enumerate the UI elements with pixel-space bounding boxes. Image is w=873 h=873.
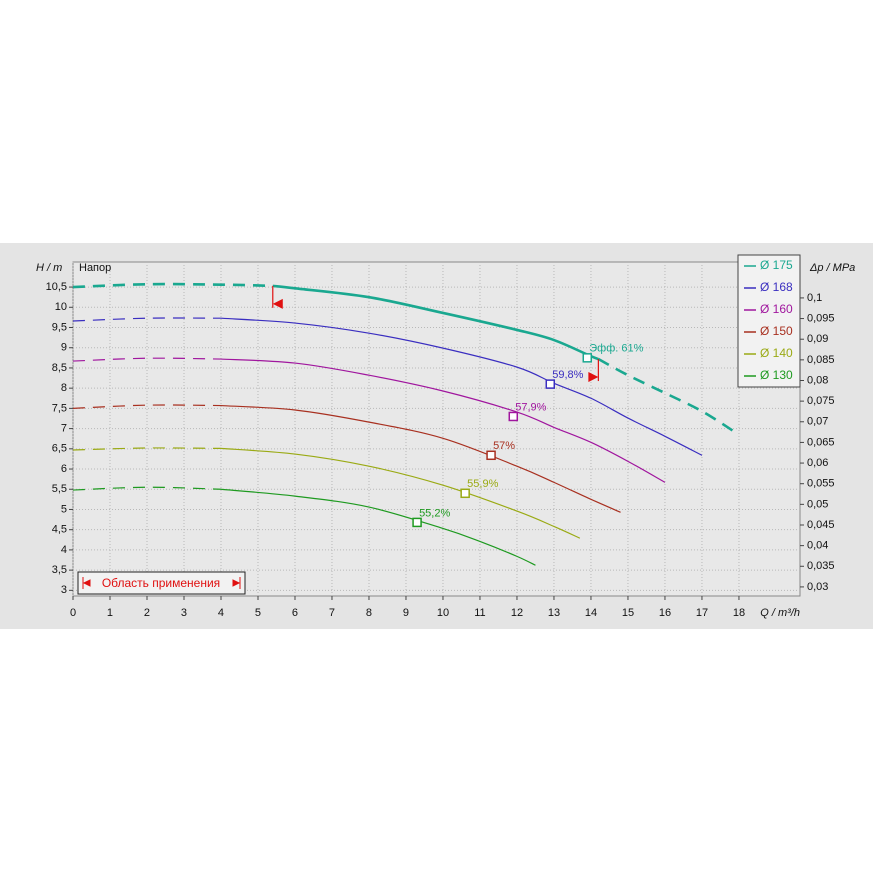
y-tick-label: 4 [61, 544, 67, 556]
x-tick-label: 7 [329, 607, 335, 619]
y-tick-label: 10 [55, 301, 67, 313]
y-caption: Напор [79, 262, 111, 274]
y2-tick-label: 0,065 [807, 436, 835, 448]
y2-tick-label: 0,06 [807, 457, 828, 469]
y-tick-label: 6,5 [52, 443, 67, 455]
curve-dashed [72, 486, 222, 491]
y2-tick-label: 0,085 [807, 354, 835, 366]
curve-dashed [72, 282, 273, 289]
y-tick-label: 6 [61, 463, 67, 475]
y-tick-label: 4,5 [52, 524, 67, 536]
x-tick-label: 4 [218, 607, 224, 619]
range-box [77, 571, 246, 595]
y-tick-label: 7,5 [52, 402, 67, 414]
x-tick-label: 16 [659, 607, 671, 619]
y-tick-label: 10,5 [46, 281, 67, 293]
bep-marker [412, 517, 422, 528]
x-tick-label: 5 [255, 607, 261, 619]
range-arrow [588, 372, 599, 383]
bep-label: 55,2% [419, 507, 450, 519]
x-tick-label: 14 [585, 607, 597, 619]
curve [220, 358, 666, 483]
y-tick-label: 7 [61, 423, 67, 435]
range-arrows [82, 577, 241, 589]
curve [220, 404, 621, 513]
x-tick-label: 15 [622, 607, 634, 619]
curve [220, 447, 581, 539]
x-tick-label: 18 [733, 607, 745, 619]
x-tick-label: 11 [474, 607, 485, 619]
legend-label: Ø 140 [760, 346, 793, 360]
y2-tick-label: 0,075 [807, 395, 835, 407]
y-tick-label: 8 [61, 382, 67, 394]
bep-marker [545, 379, 556, 389]
y-axis-title: H / m [36, 262, 62, 274]
range-arrow [272, 298, 283, 309]
y2-tick-label: 0,1 [807, 292, 822, 304]
legend-label: Ø 168 [760, 280, 793, 294]
legend [737, 254, 801, 388]
y-tick-label: 9,5 [52, 321, 67, 333]
bep-label: Эфф. 61% [589, 343, 643, 355]
curve-dashed [72, 404, 221, 409]
bep-marker [582, 353, 593, 363]
y-tick-label: 5 [61, 503, 67, 515]
bep-marker [460, 488, 470, 499]
x-tick-label: 6 [292, 607, 298, 619]
y2-tick-label: 0,035 [807, 560, 835, 572]
x-tick-label: 0 [70, 607, 76, 619]
y-tick-label: 5,5 [52, 483, 67, 495]
bep-label: 57% [493, 440, 515, 452]
y2-tick-label: 0,08 [807, 374, 828, 386]
y2-tick-label: 0,09 [807, 333, 828, 345]
y-tick-label: 8,5 [52, 362, 67, 374]
bep-marker [508, 411, 519, 422]
y-tick-label: 3,5 [52, 564, 67, 576]
y2-tick-label: 0,055 [807, 478, 835, 490]
legend-label: Ø 160 [760, 302, 793, 316]
curve [220, 317, 703, 456]
curve-dashed [597, 357, 736, 434]
curve [220, 488, 536, 566]
bep-marker [486, 450, 496, 461]
y-tick-label: 9 [61, 342, 67, 354]
x-tick-label: 17 [696, 607, 708, 619]
legend-label: Ø 175 [760, 258, 793, 272]
bep-label: 57,9% [515, 401, 546, 413]
x-tick-label: 1 [107, 607, 113, 619]
y-tick-label: 3 [61, 584, 67, 596]
x-tick-label: 2 [144, 607, 150, 619]
legend-label: Ø 150 [760, 324, 793, 338]
bep-label: 59,8% [552, 369, 583, 381]
y2-tick-label: 0,03 [807, 581, 828, 593]
legend-label: Ø 130 [760, 368, 793, 382]
y2-axis-title: Δp / MPa [809, 262, 855, 274]
range-label: Область применения [102, 576, 220, 590]
y2-tick-label: 0,07 [807, 416, 828, 428]
curve-dashed [72, 447, 221, 451]
x-tick-label: 13 [548, 607, 560, 619]
bep-label: 55,9% [467, 478, 498, 490]
x-tick-label: 9 [403, 607, 409, 619]
y2-tick-label: 0,04 [807, 540, 828, 552]
x-tick-label: 12 [511, 607, 523, 619]
y2-tick-label: 0,05 [807, 498, 828, 510]
x-tick-label: 8 [366, 607, 372, 619]
x-axis-title: Q / m³/h [760, 607, 800, 619]
curve-dashed [72, 317, 221, 322]
curve-dashed [72, 357, 221, 362]
x-tick-label: 10 [437, 607, 449, 619]
y2-tick-label: 0,045 [807, 519, 835, 531]
y2-tick-label: 0,095 [807, 312, 835, 324]
x-tick-label: 3 [181, 607, 187, 619]
